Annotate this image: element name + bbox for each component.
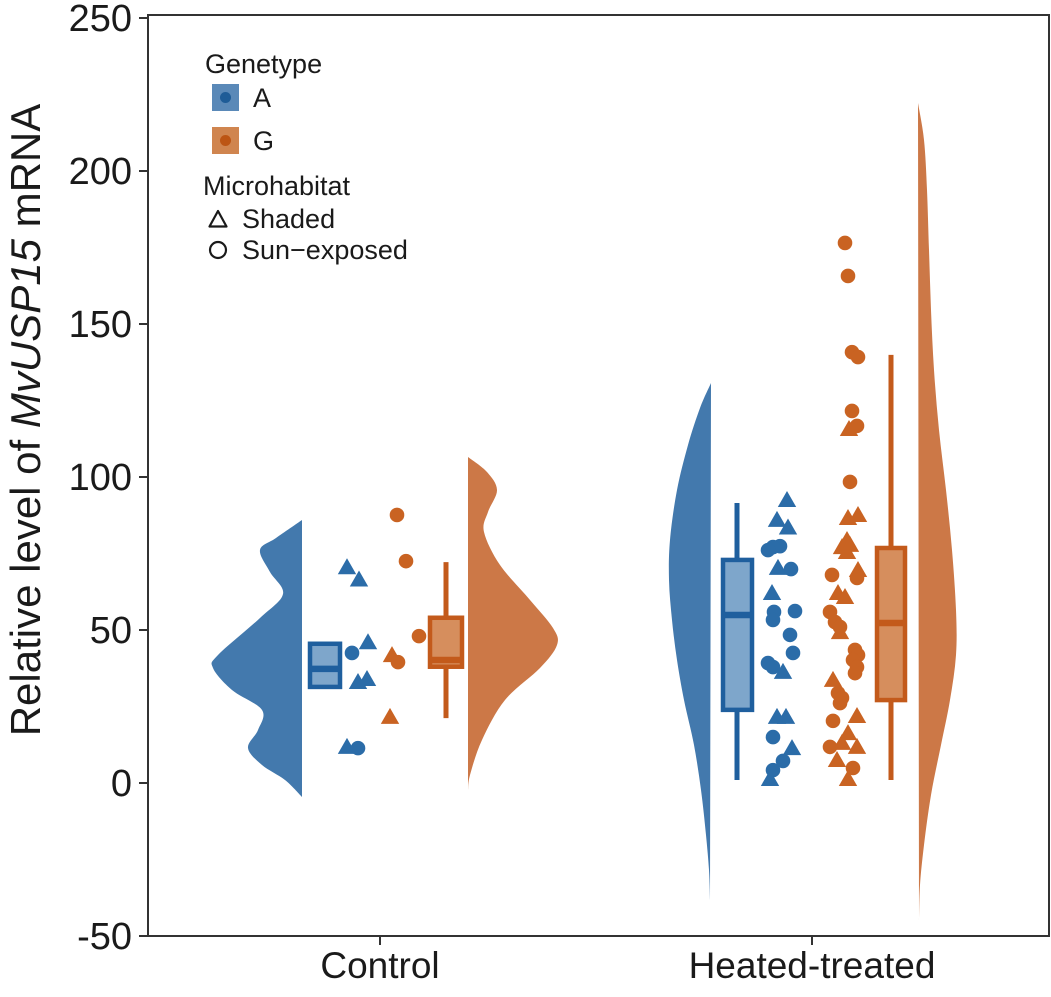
data-point-circle-sun-exposed (765, 612, 781, 628)
y-axis-title-part1: Relative level of (2, 428, 49, 736)
data-point-triangle-shaded (838, 770, 858, 787)
legend-shaded-triangle-icon (208, 209, 228, 228)
data-point-triangle-shaded (839, 419, 859, 436)
data-point-triangle-shaded (827, 751, 847, 768)
data-point-circle-sun-exposed (847, 665, 863, 681)
data-point-circle-sun-exposed (840, 268, 856, 284)
data-point-circle-sun-exposed (783, 561, 799, 577)
data-point-circle-sun-exposed (837, 235, 853, 251)
y-tick-label: -50 (77, 916, 132, 958)
data-point-circle-sun-exposed (389, 507, 405, 523)
data-point-circle-sun-exposed (832, 695, 848, 711)
data-point-circle-sun-exposed (344, 645, 360, 661)
legend-label-shaded: Shaded (242, 204, 335, 234)
data-point-circle-sun-exposed (849, 570, 865, 586)
data-point-circle-sun-exposed (411, 628, 427, 644)
y-axis-title-part3: mRNA (2, 104, 49, 239)
legend-key-genotype-a-dot-icon (220, 92, 231, 103)
half-violin-heated-treated-a (668, 383, 711, 900)
data-point-circle-sun-exposed (822, 739, 838, 755)
data-point-circle-sun-exposed (350, 740, 366, 756)
data-point-triangle-shaded (838, 509, 858, 526)
data-point-circle-sun-exposed (824, 567, 840, 583)
y-tick-label: 100 (69, 457, 132, 499)
data-point-triangle-shaded (830, 623, 850, 640)
y-tick-label: 0 (111, 763, 132, 805)
y-tick-label: 200 (69, 151, 132, 193)
data-point-triangle-shaded (349, 570, 369, 587)
data-point-triangle-shaded (848, 505, 868, 522)
data-point-triangle-shaded (777, 490, 797, 507)
data-point-triangle-shaded (773, 662, 793, 679)
data-point-circle-sun-exposed (842, 474, 858, 490)
legend-sun-exposed-circle-icon (208, 240, 228, 260)
data-point-triangle-shaded (778, 518, 798, 535)
legend-genotype-title: Genetype (205, 49, 322, 79)
legend: Genetype A G Microhabitat Shaded Sun−exp… (203, 49, 408, 265)
data-point-circle-sun-exposed (825, 713, 841, 729)
jittered-points (337, 235, 868, 787)
data-point-triangle-shaded (348, 673, 368, 690)
data-point-circle-sun-exposed (782, 627, 798, 643)
data-point-triangle-shaded (835, 587, 855, 604)
y-tick-label: 50 (90, 610, 132, 652)
axis-ticks: 250 200 150 100 50 0 -50 (69, 0, 813, 958)
legend-microhabitat-title: Microhabitat (203, 171, 351, 201)
half-violin-control-a (211, 520, 302, 797)
data-point-circle-sun-exposed (398, 553, 414, 569)
legend-label-genotype-g: G (253, 126, 274, 156)
data-point-triangle-shaded (832, 733, 852, 750)
plot-panel-border (147, 14, 1050, 937)
data-point-triangle-shaded (358, 633, 378, 650)
data-point-triangle-shaded (767, 510, 787, 527)
data-point-triangle-shaded (782, 739, 802, 756)
legend-label-genotype-a: A (253, 83, 271, 113)
legend-key-genotype-g-dot-icon (220, 135, 231, 146)
half-violins (211, 103, 957, 920)
data-point-triangle-shaded (760, 770, 780, 787)
data-point-triangle-shaded (823, 670, 843, 687)
y-tick-label: 150 (69, 304, 132, 346)
half-violin-heated-treated-g (918, 103, 957, 920)
half-violin-control-g (468, 457, 558, 790)
data-point-circle-sun-exposed (845, 760, 861, 776)
y-tick-label: 250 (69, 0, 132, 40)
data-point-circle-sun-exposed (765, 659, 781, 675)
data-point-triangle-shaded (337, 558, 357, 575)
data-point-triangle-shaded (837, 542, 857, 559)
box-a (720, 557, 755, 713)
legend-label-sun-exposed: Sun−exposed (242, 235, 408, 265)
data-point-triangle-shaded (762, 583, 782, 600)
box-a (307, 641, 343, 690)
data-point-triangle-shaded (776, 707, 796, 724)
x-label-heated-treated: Heated-treated (689, 945, 936, 986)
data-point-circle-sun-exposed (787, 603, 803, 619)
x-label-control: Control (320, 945, 439, 986)
data-point-circle-sun-exposed (785, 645, 801, 661)
data-point-triangle-shaded (847, 737, 867, 754)
data-point-circle-sun-exposed (390, 654, 406, 670)
data-point-circle-sun-exposed (775, 753, 791, 769)
data-point-triangle-shaded (380, 707, 400, 724)
boxplots (307, 354, 908, 780)
y-axis-title: Relative level of MvUSP15 mRNA (2, 104, 49, 737)
data-point-triangle-shaded (847, 706, 867, 723)
data-point-triangle-shaded (768, 558, 788, 575)
data-point-circle-sun-exposed (844, 403, 860, 419)
y-axis-title-gene-italic: MvUSP15 (2, 238, 49, 428)
data-point-circle-sun-exposed (850, 349, 866, 365)
data-point-circle-sun-exposed (760, 542, 776, 558)
data-point-triangle-shaded (838, 724, 858, 741)
data-point-circle-sun-exposed (765, 729, 781, 745)
